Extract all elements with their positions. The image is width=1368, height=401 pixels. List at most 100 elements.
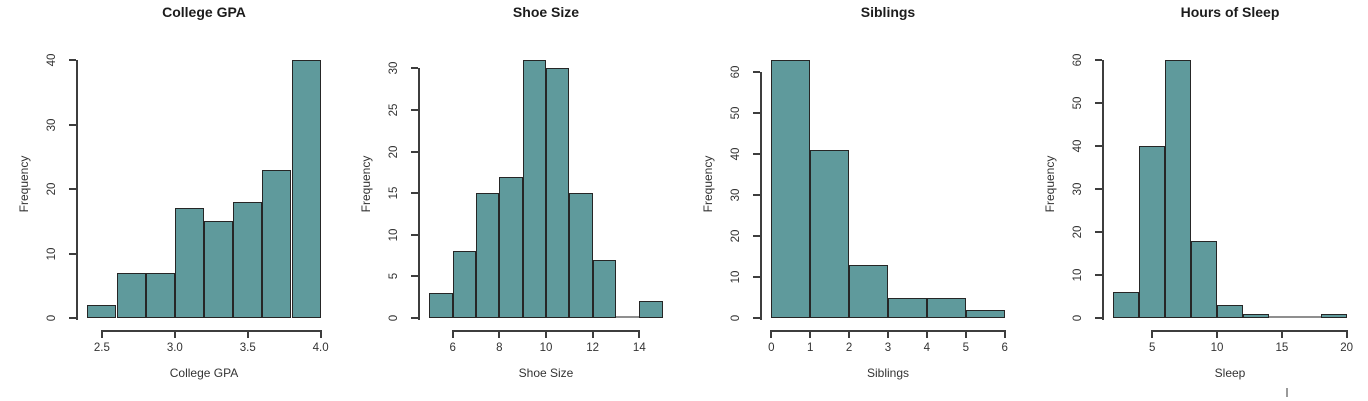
y-tick [1095,188,1102,190]
x-tick [591,330,594,338]
y-tick-label: 20 [1072,225,1084,239]
y-axis-label: Frequency [359,155,373,213]
x-tick-label: 8 [496,342,503,354]
y-axis-label: Frequency [701,155,715,213]
x-tick [1003,330,1006,338]
bar [429,293,453,318]
bar [1139,146,1166,318]
y-tick [69,123,76,126]
x-tick [173,330,176,338]
y-tick-label: 30 [388,61,400,75]
y-tick [753,276,760,279]
x-tick [545,330,547,338]
x-axis [101,330,321,332]
bar [1242,313,1269,318]
x-tick [1345,330,1348,338]
y-tick-label: 10 [388,228,400,242]
y-tick-label: 0 [388,314,400,322]
x-tick-label: 15 [1275,342,1289,354]
x-tick-label: 12 [586,342,600,354]
y-tick [1095,274,1102,276]
y-tick [1095,145,1102,147]
y-tick [753,194,760,197]
x-tick [925,330,928,338]
y-tick [411,67,418,70]
x-tick-label: 10 [539,342,553,354]
y-tick-label: 20 [730,229,742,243]
y-tick-label: 5 [388,273,400,280]
x-tick [638,330,641,338]
x-tick-label: 2 [845,342,853,354]
x-tick-label: 3.5 [239,342,256,354]
y-tick [1095,231,1102,233]
y-tick [1095,102,1102,104]
y-tick [411,150,418,153]
y-axis-label: Frequency [17,155,31,213]
bar [1320,313,1347,318]
panel-shoe-size: Shoe Size Frequency 0 5 10 15 20 25 30 6 8 10 12 14 Sh… [342,0,684,401]
x-tick-label: 6 [1001,342,1008,354]
chart-title: Siblings [860,4,916,20]
zero-count-bin [616,316,640,318]
y-tick [753,317,760,319]
bar [116,272,146,318]
chart-title: College GPA [162,4,246,20]
x-axis [1152,330,1347,332]
y-tick-label: 40 [46,53,58,67]
y-tick-label: 60 [1072,53,1084,67]
y-axis-label: Frequency [1043,155,1057,213]
bar [569,193,593,318]
y-tick-label: 0 [730,314,742,322]
x-axis-label: Sleep [1214,366,1246,380]
bar [499,176,523,318]
bar [771,60,811,318]
y-tick-label: 30 [1072,182,1084,196]
y-tick-label: 50 [1072,96,1084,110]
bar [262,169,292,318]
y-tick [69,317,76,319]
bar [1113,292,1140,318]
bar [476,193,500,318]
y-tick-label: 20 [388,145,400,158]
y-tick [753,235,760,238]
x-tick-label: 5 [962,342,969,354]
bar [592,259,616,318]
x-tick-label: 20 [1340,342,1354,354]
x-tick [319,330,322,338]
y-tick [69,188,76,190]
y-tick [411,108,418,111]
x-tick [770,330,773,338]
x-tick-label: 6 [449,342,456,354]
bar [291,60,321,318]
x-tick-label: 1 [807,342,814,354]
y-tick-label: 25 [388,103,400,117]
y-tick-label: 30 [46,118,58,131]
x-tick [246,330,249,338]
x-tick-label: 10 [1210,342,1224,354]
y-tick-label: 0 [46,314,58,322]
zero-count-bin [1268,316,1295,318]
x-axis-label: Shoe Size [518,366,574,380]
chart-title: Hours of Sleep [1180,4,1280,20]
y-tick-label: 20 [46,182,58,196]
x-tick [1280,330,1283,338]
x-tick [451,330,454,338]
panel-siblings: Siblings Frequency 0 10 20 30 40 50 60 0 1 2 3 4 5 6 Sib… [684,0,1026,401]
bar [174,208,204,318]
y-tick-label: 30 [730,188,742,202]
y-tick [753,112,760,115]
bar [926,297,966,318]
bar [233,201,263,318]
bar [145,272,175,318]
y-tick [753,71,760,74]
x-tick [100,330,103,338]
x-tick-label: 14 [632,342,646,354]
panel-college-gpa: College GPA Frequency 0 10 20 30 40 2.5 3.0 3.5 4.… [0,0,342,401]
y-tick [411,275,418,278]
x-tick-label: 3 [884,342,892,354]
y-tick [411,192,418,195]
x-tick [809,330,812,338]
y-tick-label: 40 [1072,139,1084,153]
y-tick-label: 15 [388,186,400,200]
y-tick-label: 50 [730,106,742,120]
